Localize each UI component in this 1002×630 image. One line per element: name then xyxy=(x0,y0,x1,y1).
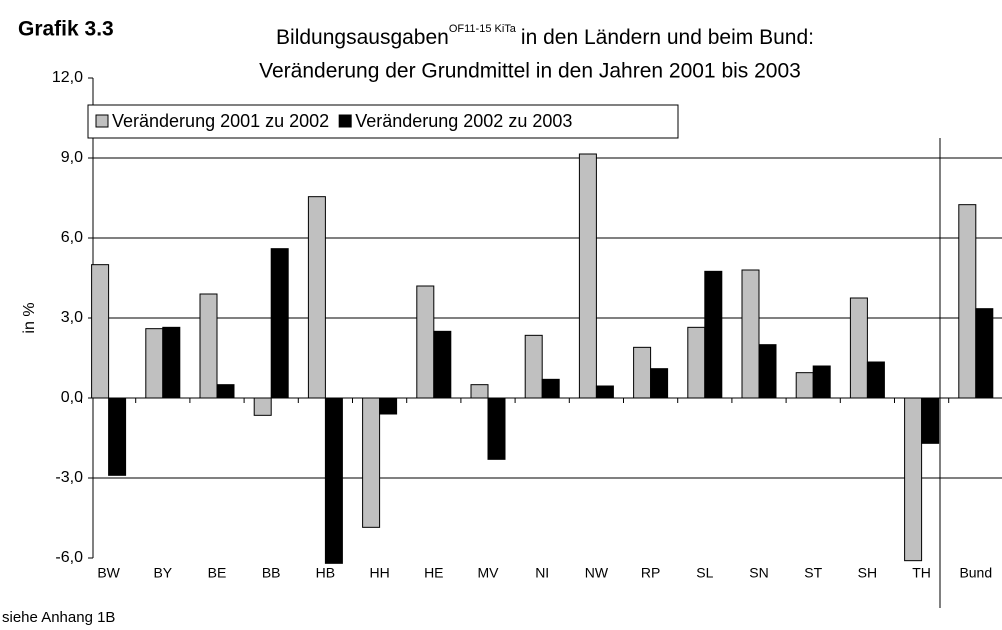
bar xyxy=(253,397,272,416)
bar xyxy=(975,308,994,399)
bar xyxy=(595,385,614,399)
bar xyxy=(216,384,235,399)
bar xyxy=(91,264,110,399)
bar xyxy=(795,372,814,399)
bar xyxy=(379,397,398,415)
y-tick-label: 0,0 xyxy=(61,389,83,406)
x-tick-label: SL xyxy=(696,565,713,581)
bar xyxy=(904,397,923,562)
bar xyxy=(199,293,218,399)
bar xyxy=(162,326,181,399)
x-tick-label: RP xyxy=(641,565,660,581)
x-tick-label: Bund xyxy=(959,565,992,581)
bar xyxy=(687,326,706,399)
legend-swatch xyxy=(95,114,109,128)
x-tick-label: TH xyxy=(912,565,931,581)
x-tick-label: SH xyxy=(858,565,877,581)
y-axis-label: in % xyxy=(21,302,38,333)
y-tick-label: 12,0 xyxy=(52,69,83,86)
bar xyxy=(524,334,543,399)
bar xyxy=(487,397,506,460)
bar xyxy=(866,361,885,399)
bar xyxy=(958,204,977,399)
chart-title: Veränderung der Grundmittel in den Jahre… xyxy=(259,60,801,83)
footnote: siehe Anhang 1B xyxy=(2,609,115,626)
bar xyxy=(270,248,289,399)
x-tick-label: HE xyxy=(424,565,443,581)
bar xyxy=(416,285,435,399)
bar xyxy=(541,378,560,399)
chart-title: BildungsausgabenOF11-15 KiTa in den Lände… xyxy=(276,23,814,49)
legend-box xyxy=(87,104,679,139)
x-tick-label: MV xyxy=(478,565,500,581)
bar xyxy=(307,196,326,399)
bar xyxy=(578,153,597,399)
bar xyxy=(704,270,723,399)
x-tick-label: BB xyxy=(262,565,281,581)
legend-label: Veränderung 2002 zu 2003 xyxy=(355,111,572,131)
y-tick-label: -3,0 xyxy=(55,469,83,486)
legend-swatch xyxy=(338,114,352,128)
y-tick-label: 9,0 xyxy=(61,149,83,166)
x-tick-label: HH xyxy=(369,565,389,581)
x-tick-label: NW xyxy=(585,565,609,581)
bar xyxy=(362,397,381,528)
title-part: Bildungsausgaben xyxy=(276,26,449,49)
bar xyxy=(812,365,831,399)
y-tick-label: 6,0 xyxy=(61,229,83,246)
legend: Veränderung 2001 zu 2002 Veränderung 2002… xyxy=(87,104,679,139)
x-tick-label: BY xyxy=(153,565,172,581)
bar xyxy=(324,397,343,564)
x-tick-label: SN xyxy=(749,565,768,581)
x-tick-label: BW xyxy=(97,565,120,581)
x-tick-label: HB xyxy=(316,565,335,581)
x-tick-label: ST xyxy=(804,565,822,581)
bar xyxy=(145,328,164,399)
bar xyxy=(470,384,489,399)
bar xyxy=(741,269,760,399)
title-part: in den Ländern und beim Bund: xyxy=(521,26,814,49)
legend-label: Veränderung 2001 zu 2002 xyxy=(112,111,329,131)
x-tick-label: NI xyxy=(535,565,549,581)
title-superscript: OF11-15 KiTa xyxy=(449,23,517,35)
bar xyxy=(633,346,652,399)
x-tick-label: BE xyxy=(208,565,227,581)
bar xyxy=(849,297,868,399)
bar xyxy=(650,368,669,399)
bar xyxy=(758,344,777,399)
chart-label: Grafik 3.3 xyxy=(18,18,114,41)
bar xyxy=(921,397,940,444)
y-tick-label: -6,0 xyxy=(55,549,83,566)
bar xyxy=(108,397,127,476)
bar xyxy=(433,330,452,399)
y-tick-label: 3,0 xyxy=(61,309,83,326)
